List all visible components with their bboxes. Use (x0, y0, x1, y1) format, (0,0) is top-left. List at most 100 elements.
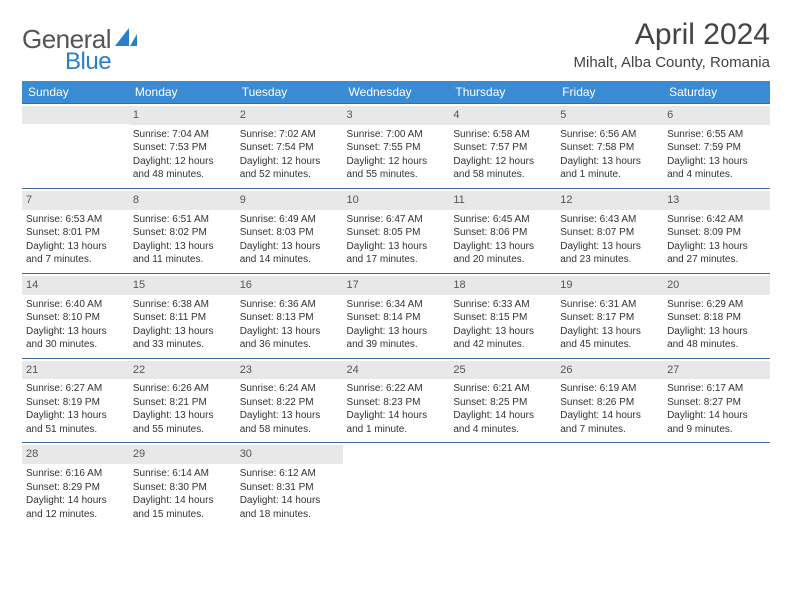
sunset-line: Sunset: 8:29 PM (26, 481, 125, 495)
sunrise-line: Sunrise: 6:29 AM (667, 298, 766, 312)
daylight-line: Daylight: 12 hours and 55 minutes. (347, 155, 446, 182)
daylight-line: Daylight: 13 hours and 4 minutes. (667, 155, 766, 182)
daylight-line: Daylight: 13 hours and 14 minutes. (240, 240, 339, 267)
day-cell: 9Sunrise: 6:49 AMSunset: 8:03 PMDaylight… (236, 188, 343, 273)
sunrise-line: Sunrise: 7:02 AM (240, 128, 339, 142)
daylight-line: Daylight: 13 hours and 45 minutes. (560, 325, 659, 352)
weekday-header-row: SundayMondayTuesdayWednesdayThursdayFrid… (22, 81, 770, 104)
daylight-line: Daylight: 13 hours and 30 minutes. (26, 325, 125, 352)
day-number: 26 (556, 361, 663, 380)
empty-cell (663, 443, 770, 527)
sunrise-line: Sunrise: 6:55 AM (667, 128, 766, 142)
calendar-table: SundayMondayTuesdayWednesdayThursdayFrid… (22, 81, 770, 527)
sunset-line: Sunset: 8:15 PM (453, 311, 552, 325)
sunset-line: Sunset: 8:07 PM (560, 226, 659, 240)
daylight-line: Daylight: 13 hours and 20 minutes. (453, 240, 552, 267)
calendar-row: 14Sunrise: 6:40 AMSunset: 8:10 PMDayligh… (22, 273, 770, 358)
day-number: 8 (129, 191, 236, 210)
empty-cell (556, 443, 663, 527)
sunrise-line: Sunrise: 6:24 AM (240, 382, 339, 396)
sunset-line: Sunset: 8:03 PM (240, 226, 339, 240)
location-text: Mihalt, Alba County, Romania (574, 54, 771, 71)
sunrise-line: Sunrise: 6:36 AM (240, 298, 339, 312)
sunrise-line: Sunrise: 6:33 AM (453, 298, 552, 312)
day-number: 1 (129, 106, 236, 125)
empty-cell (22, 104, 129, 189)
sunset-line: Sunset: 8:23 PM (347, 396, 446, 410)
daylight-line: Daylight: 14 hours and 18 minutes. (240, 494, 339, 521)
day-number: 21 (22, 361, 129, 380)
sunset-line: Sunset: 8:30 PM (133, 481, 232, 495)
sunset-line: Sunset: 8:31 PM (240, 481, 339, 495)
day-cell: 16Sunrise: 6:36 AMSunset: 8:13 PMDayligh… (236, 273, 343, 358)
daylight-line: Daylight: 13 hours and 33 minutes. (133, 325, 232, 352)
daylight-line: Daylight: 13 hours and 42 minutes. (453, 325, 552, 352)
day-number: 14 (22, 276, 129, 295)
daylight-line: Daylight: 12 hours and 58 minutes. (453, 155, 552, 182)
daylight-line: Daylight: 12 hours and 52 minutes. (240, 155, 339, 182)
day-number: 18 (449, 276, 556, 295)
sunrise-line: Sunrise: 6:38 AM (133, 298, 232, 312)
day-number: 13 (663, 191, 770, 210)
header: General Blue April 2024 Mihalt, Alba Cou… (22, 18, 770, 71)
daylight-line: Daylight: 13 hours and 23 minutes. (560, 240, 659, 267)
daylight-line: Daylight: 13 hours and 58 minutes. (240, 409, 339, 436)
day-cell: 26Sunrise: 6:19 AMSunset: 8:26 PMDayligh… (556, 358, 663, 443)
daylight-line: Daylight: 13 hours and 1 minute. (560, 155, 659, 182)
sunset-line: Sunset: 7:53 PM (133, 141, 232, 155)
empty-day-header (22, 106, 129, 124)
sunset-line: Sunset: 8:10 PM (26, 311, 125, 325)
day-number: 23 (236, 361, 343, 380)
day-number: 12 (556, 191, 663, 210)
empty-cell (343, 443, 450, 527)
day-number: 24 (343, 361, 450, 380)
sunset-line: Sunset: 8:18 PM (667, 311, 766, 325)
day-cell: 24Sunrise: 6:22 AMSunset: 8:23 PMDayligh… (343, 358, 450, 443)
day-cell: 11Sunrise: 6:45 AMSunset: 8:06 PMDayligh… (449, 188, 556, 273)
day-number: 2 (236, 106, 343, 125)
day-number: 4 (449, 106, 556, 125)
day-cell: 22Sunrise: 6:26 AMSunset: 8:21 PMDayligh… (129, 358, 236, 443)
sunset-line: Sunset: 8:11 PM (133, 311, 232, 325)
day-cell: 8 Sunrise: 6:51 AMSunset: 8:02 PMDaylight… (129, 188, 236, 273)
day-cell: 30Sunrise: 6:12 AMSunset: 8:31 PMDayligh… (236, 443, 343, 527)
sunrise-line: Sunrise: 6:56 AM (560, 128, 659, 142)
daylight-line: Daylight: 13 hours and 11 minutes. (133, 240, 232, 267)
day-cell: 19Sunrise: 6:31 AMSunset: 8:17 PMDayligh… (556, 273, 663, 358)
day-cell: 17Sunrise: 6:34 AMSunset: 8:14 PMDayligh… (343, 273, 450, 358)
day-number: 16 (236, 276, 343, 295)
sunset-line: Sunset: 8:21 PM (133, 396, 232, 410)
calendar-body: 1Sunrise: 7:04 AMSunset: 7:53 PMDaylight… (22, 104, 770, 528)
day-cell: 3Sunrise: 7:00 AMSunset: 7:55 PMDaylight… (343, 104, 450, 189)
sunrise-line: Sunrise: 6:49 AM (240, 213, 339, 227)
sunset-line: Sunset: 7:57 PM (453, 141, 552, 155)
weekday-header: Friday (556, 81, 663, 104)
day-number: 20 (663, 276, 770, 295)
sunrise-line: Sunrise: 6:47 AM (347, 213, 446, 227)
sunset-line: Sunset: 8:01 PM (26, 226, 125, 240)
sunset-line: Sunset: 8:27 PM (667, 396, 766, 410)
sunrise-line: Sunrise: 6:43 AM (560, 213, 659, 227)
sunrise-line: Sunrise: 6:51 AM (133, 213, 232, 227)
day-number: 10 (343, 191, 450, 210)
daylight-line: Daylight: 13 hours and 51 minutes. (26, 409, 125, 436)
day-number: 19 (556, 276, 663, 295)
day-cell: 13Sunrise: 6:42 AMSunset: 8:09 PMDayligh… (663, 188, 770, 273)
sunset-line: Sunset: 8:25 PM (453, 396, 552, 410)
logo: General Blue (22, 18, 185, 55)
daylight-line: Daylight: 14 hours and 12 minutes. (26, 494, 125, 521)
sunrise-line: Sunrise: 6:27 AM (26, 382, 125, 396)
calendar-row: 7Sunrise: 6:53 AMSunset: 8:01 PMDaylight… (22, 188, 770, 273)
empty-cell (449, 443, 556, 527)
calendar-row: 21Sunrise: 6:27 AMSunset: 8:19 PMDayligh… (22, 358, 770, 443)
sunset-line: Sunset: 8:26 PM (560, 396, 659, 410)
sunrise-line: Sunrise: 6:45 AM (453, 213, 552, 227)
sunrise-line: Sunrise: 6:31 AM (560, 298, 659, 312)
daylight-line: Daylight: 13 hours and 39 minutes. (347, 325, 446, 352)
day-cell: 12 Sunrise: 6:43 AMSunset: 8:07 PMDayligh… (556, 188, 663, 273)
day-cell: 5Sunrise: 6:56 AMSunset: 7:58 PMDaylight… (556, 104, 663, 189)
daylight-line: Daylight: 13 hours and 7 minutes. (26, 240, 125, 267)
sunset-line: Sunset: 8:02 PM (133, 226, 232, 240)
sunrise-line: Sunrise: 6:34 AM (347, 298, 446, 312)
daylight-line: Daylight: 13 hours and 36 minutes. (240, 325, 339, 352)
